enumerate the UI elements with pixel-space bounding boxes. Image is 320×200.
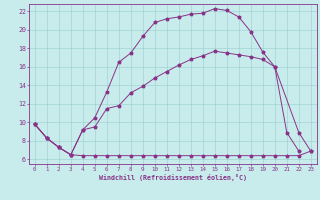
X-axis label: Windchill (Refroidissement éolien,°C): Windchill (Refroidissement éolien,°C) — [99, 174, 247, 181]
